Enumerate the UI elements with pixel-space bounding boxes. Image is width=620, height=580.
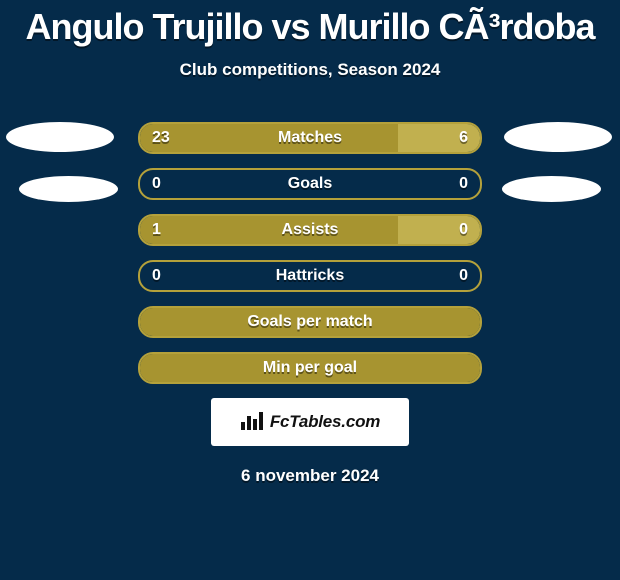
stat-label: Hattricks xyxy=(138,260,482,292)
page-title: Angulo Trujillo vs Murillo CÃ³rdoba xyxy=(0,0,620,48)
stat-label: Goals xyxy=(138,168,482,200)
stat-right-value: 6 xyxy=(459,122,468,154)
stat-label: Goals per match xyxy=(138,306,482,338)
subtitle: Club competitions, Season 2024 xyxy=(0,60,620,80)
bar-chart-icon xyxy=(240,410,264,435)
stat-label: Min per goal xyxy=(138,352,482,384)
player-left-name: Angulo Trujillo xyxy=(25,6,262,47)
stat-row: Goals per match xyxy=(138,306,482,338)
brand-badge: FcTables.com xyxy=(211,398,409,446)
stat-right-value: 0 xyxy=(459,168,468,200)
date-caption: 6 november 2024 xyxy=(0,466,620,486)
stat-row: 0Goals0 xyxy=(138,168,482,200)
stat-label: Assists xyxy=(138,214,482,246)
vs-text: vs xyxy=(271,6,309,47)
stat-label: Matches xyxy=(138,122,482,154)
stat-rows: 23Matches60Goals01Assists00Hattricks0Goa… xyxy=(0,122,620,384)
stat-row: 1Assists0 xyxy=(138,214,482,246)
stat-row: 0Hattricks0 xyxy=(138,260,482,292)
stat-row: Min per goal xyxy=(138,352,482,384)
stat-right-value: 0 xyxy=(459,214,468,246)
stat-right-value: 0 xyxy=(459,260,468,292)
brand-text: FcTables.com xyxy=(270,412,380,432)
player-right-name: Murillo CÃ³rdoba xyxy=(319,6,595,47)
stat-row: 23Matches6 xyxy=(138,122,482,154)
